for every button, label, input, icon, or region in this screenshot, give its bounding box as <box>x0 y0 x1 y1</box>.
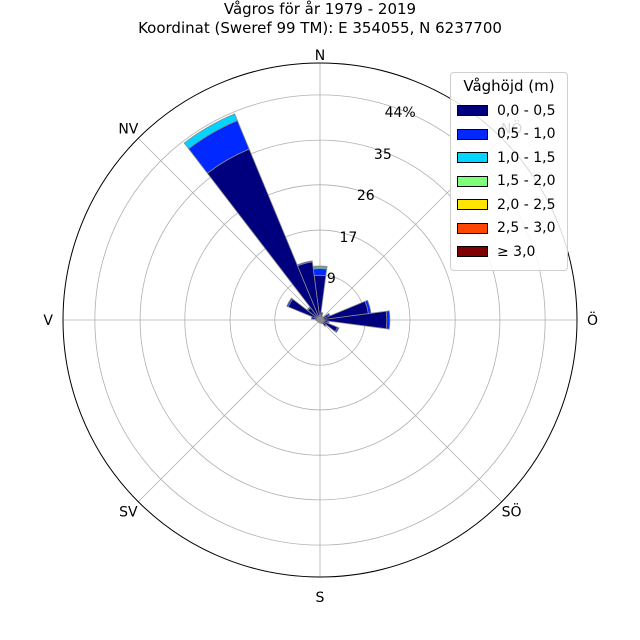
legend-item: 1,5 - 2,0 <box>457 170 561 194</box>
rose-bar-segment <box>334 326 340 334</box>
direction-label: N <box>315 48 325 64</box>
rose-bar-segment <box>312 268 328 277</box>
angular-gridline <box>137 319 321 503</box>
legend-label: 2,0 - 2,5 <box>497 196 556 213</box>
legend-label: 1,0 - 1,5 <box>497 149 556 166</box>
radial-tick-label: 17 <box>340 230 358 246</box>
legend-item: 2,0 - 2,5 <box>457 193 561 217</box>
chart-subtitle: Koordinat (Sweref 99 TM): E 354055, N 62… <box>138 19 502 37</box>
direction-label: SV <box>119 505 138 521</box>
radial-tick-label: 44% <box>385 105 416 121</box>
legend-swatch <box>457 105 488 117</box>
legend-swatch <box>457 199 488 211</box>
legend-item: 0,5 - 1,0 <box>457 123 561 147</box>
legend-label: 2,5 - 3,0 <box>497 220 556 237</box>
radial-tick-label: 9 <box>327 271 336 287</box>
legend-label: 0,0 - 0,5 <box>497 102 556 119</box>
radial-gridline <box>94 94 546 546</box>
legend: Våghöjd (m) 0,0 - 0,5 0,5 - 1,0 1,0 - 1,5 1… <box>450 72 568 271</box>
direction-label: S <box>316 590 325 606</box>
rose-bar-segment <box>206 148 321 321</box>
legend-swatch <box>457 175 488 187</box>
rose-bar-segment <box>320 311 324 315</box>
direction-label: SÖ <box>502 503 522 521</box>
direction-label: V <box>43 313 53 329</box>
rose-bar-segment <box>324 324 328 328</box>
legend-swatch <box>457 128 488 140</box>
rose-bar-segment <box>312 265 328 268</box>
legend-swatch <box>457 246 488 258</box>
angular-gridline <box>319 319 503 503</box>
angular-gridline <box>137 137 321 321</box>
plot-boundary <box>62 62 578 578</box>
legend-item: 2,5 - 3,0 <box>457 217 561 241</box>
legend-title: Våghöjd (m) <box>463 77 555 95</box>
radial-gridline <box>139 139 501 501</box>
rose-bar-segment <box>385 310 391 330</box>
rose-bar-segment <box>286 297 294 308</box>
direction-label: NV <box>118 121 138 137</box>
radial-tick-label: 35 <box>374 147 392 163</box>
legend-item: 0,0 - 0,5 <box>457 99 561 123</box>
radial-gridline <box>229 229 411 411</box>
legend-items: 0,0 - 0,5 0,5 - 1,0 1,0 - 1,5 1,5 - 2,0 2,0 … <box>457 99 561 264</box>
chart-title: Vågros för år 1979 - 2019 <box>223 0 417 18</box>
legend-swatch <box>457 222 488 234</box>
radial-gridline <box>184 184 456 456</box>
legend-label: 1,5 - 2,0 <box>497 173 556 190</box>
rose-bar-segment <box>320 315 324 318</box>
radial-tick-label: 26 <box>357 188 375 204</box>
legend-label: 0,5 - 1,0 <box>497 126 556 143</box>
legend-label: ≥ 3,0 <box>497 243 536 260</box>
rose-bar-segment <box>296 260 313 267</box>
rose-bar-segment <box>183 113 238 150</box>
direction-label: Ö <box>587 311 598 329</box>
legend-item: 1,0 - 1,5 <box>457 146 561 170</box>
legend-item: ≥ 3,0 <box>457 240 561 264</box>
legend-swatch <box>457 152 488 164</box>
